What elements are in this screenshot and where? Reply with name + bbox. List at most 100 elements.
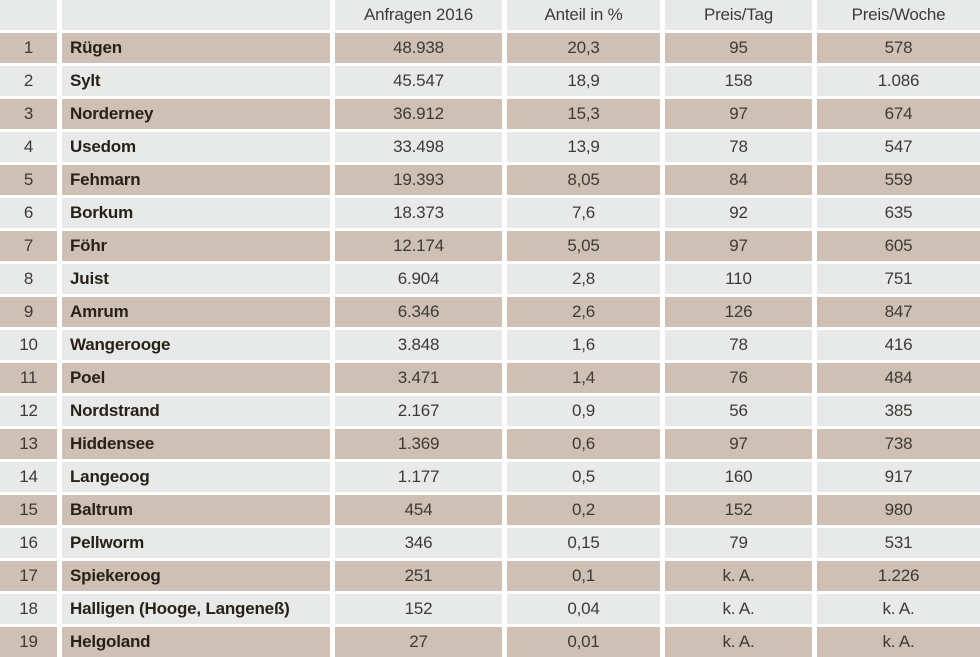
table-row: 8 Juist 6.904 2,8 110 751 (0, 264, 980, 294)
anteil-prozent-cell: 5,05 (507, 231, 660, 261)
anfragen-2016-cell: 18.373 (335, 198, 502, 228)
island-name-cell: Langeoog (62, 462, 330, 492)
preis-woche-cell: 385 (817, 396, 980, 426)
rank-cell: 17 (0, 561, 57, 591)
preis-woche-cell: 917 (817, 462, 980, 492)
table-row: 1 Rügen 48.938 20,3 95 578 (0, 33, 980, 63)
table-row: 19 Helgoland 27 0,01 k. A. k. A. (0, 627, 980, 657)
table-row: 18 Halligen (Hooge, Langeneß) 152 0,04 k… (0, 594, 980, 624)
table-header-row: Anfragen 2016 Anteil in % Preis/Tag Prei… (0, 0, 980, 30)
preis-tag-cell: 126 (665, 297, 812, 327)
rank-cell: 19 (0, 627, 57, 657)
preis-woche-cell: 531 (817, 528, 980, 558)
anfragen-2016-cell: 6.904 (335, 264, 502, 294)
anfragen-2016-cell: 1.369 (335, 429, 502, 459)
table-row: 13 Hiddensee 1.369 0,6 97 738 (0, 429, 980, 459)
rank-cell: 13 (0, 429, 57, 459)
table-row: 4 Usedom 33.498 13,9 78 547 (0, 132, 980, 162)
anfragen-2016-cell: 19.393 (335, 165, 502, 195)
anfragen-2016-cell: 3.848 (335, 330, 502, 360)
rank-cell: 4 (0, 132, 57, 162)
anteil-prozent-cell: 0,2 (507, 495, 660, 525)
preis-woche-cell: 635 (817, 198, 980, 228)
rank-cell: 10 (0, 330, 57, 360)
header-preis-woche: Preis/Woche (817, 0, 980, 30)
island-name-cell: Usedom (62, 132, 330, 162)
anfragen-2016-cell: 45.547 (335, 66, 502, 96)
table-row: 12 Nordstrand 2.167 0,9 56 385 (0, 396, 980, 426)
header-rank (0, 0, 57, 30)
rank-cell: 5 (0, 165, 57, 195)
anfragen-2016-cell: 346 (335, 528, 502, 558)
table-row: 11 Poel 3.471 1,4 76 484 (0, 363, 980, 393)
preis-tag-cell: 97 (665, 231, 812, 261)
rank-cell: 16 (0, 528, 57, 558)
preis-woche-cell: 738 (817, 429, 980, 459)
anfragen-2016-cell: 6.346 (335, 297, 502, 327)
rank-cell: 1 (0, 33, 57, 63)
anteil-prozent-cell: 18,9 (507, 66, 660, 96)
anteil-prozent-cell: 0,01 (507, 627, 660, 657)
preis-woche-cell: k. A. (817, 594, 980, 624)
anteil-prozent-cell: 0,6 (507, 429, 660, 459)
anteil-prozent-cell: 1,4 (507, 363, 660, 393)
anfragen-2016-cell: 454 (335, 495, 502, 525)
preis-tag-cell: 97 (665, 99, 812, 129)
preis-tag-cell: 92 (665, 198, 812, 228)
preis-woche-cell: 847 (817, 297, 980, 327)
preis-tag-cell: k. A. (665, 594, 812, 624)
anfragen-2016-cell: 152 (335, 594, 502, 624)
preis-tag-cell: 95 (665, 33, 812, 63)
header-preis-tag: Preis/Tag (665, 0, 812, 30)
island-name-cell: Halligen (Hooge, Langeneß) (62, 594, 330, 624)
preis-woche-cell: 416 (817, 330, 980, 360)
island-name-cell: Rügen (62, 33, 330, 63)
anteil-prozent-cell: 7,6 (507, 198, 660, 228)
anfragen-2016-cell: 12.174 (335, 231, 502, 261)
anteil-prozent-cell: 20,3 (507, 33, 660, 63)
anteil-prozent-cell: 0,9 (507, 396, 660, 426)
preis-woche-cell: 751 (817, 264, 980, 294)
island-name-cell: Föhr (62, 231, 330, 261)
island-name-cell: Fehmarn (62, 165, 330, 195)
preis-woche-cell: 559 (817, 165, 980, 195)
rank-cell: 9 (0, 297, 57, 327)
anteil-prozent-cell: 2,6 (507, 297, 660, 327)
preis-tag-cell: 78 (665, 330, 812, 360)
island-name-cell: Pellworm (62, 528, 330, 558)
preis-tag-cell: 158 (665, 66, 812, 96)
anteil-prozent-cell: 8,05 (507, 165, 660, 195)
island-name-cell: Helgoland (62, 627, 330, 657)
preis-woche-cell: 1.086 (817, 66, 980, 96)
rank-cell: 6 (0, 198, 57, 228)
preis-tag-cell: 152 (665, 495, 812, 525)
island-name-cell: Borkum (62, 198, 330, 228)
anteil-prozent-cell: 0,1 (507, 561, 660, 591)
anfragen-2016-cell: 3.471 (335, 363, 502, 393)
anteil-prozent-cell: 2,8 (507, 264, 660, 294)
preis-tag-cell: 78 (665, 132, 812, 162)
island-name-cell: Spiekeroog (62, 561, 330, 591)
anfragen-2016-cell: 27 (335, 627, 502, 657)
anteil-prozent-cell: 0,5 (507, 462, 660, 492)
table-row: 9 Amrum 6.346 2,6 126 847 (0, 297, 980, 327)
island-name-cell: Amrum (62, 297, 330, 327)
preis-tag-cell: k. A. (665, 561, 812, 591)
rank-cell: 2 (0, 66, 57, 96)
preis-woche-cell: 605 (817, 231, 980, 261)
anfragen-2016-cell: 1.177 (335, 462, 502, 492)
anfragen-2016-cell: 48.938 (335, 33, 502, 63)
anteil-prozent-cell: 0,15 (507, 528, 660, 558)
preis-woche-cell: 1.226 (817, 561, 980, 591)
header-anfragen-2016: Anfragen 2016 (335, 0, 502, 30)
preis-tag-cell: k. A. (665, 627, 812, 657)
header-anteil-prozent: Anteil in % (507, 0, 660, 30)
rank-cell: 11 (0, 363, 57, 393)
table-row: 7 Föhr 12.174 5,05 97 605 (0, 231, 980, 261)
table-row: 6 Borkum 18.373 7,6 92 635 (0, 198, 980, 228)
island-name-cell: Juist (62, 264, 330, 294)
preis-woche-cell: 547 (817, 132, 980, 162)
rank-cell: 3 (0, 99, 57, 129)
rank-cell: 18 (0, 594, 57, 624)
